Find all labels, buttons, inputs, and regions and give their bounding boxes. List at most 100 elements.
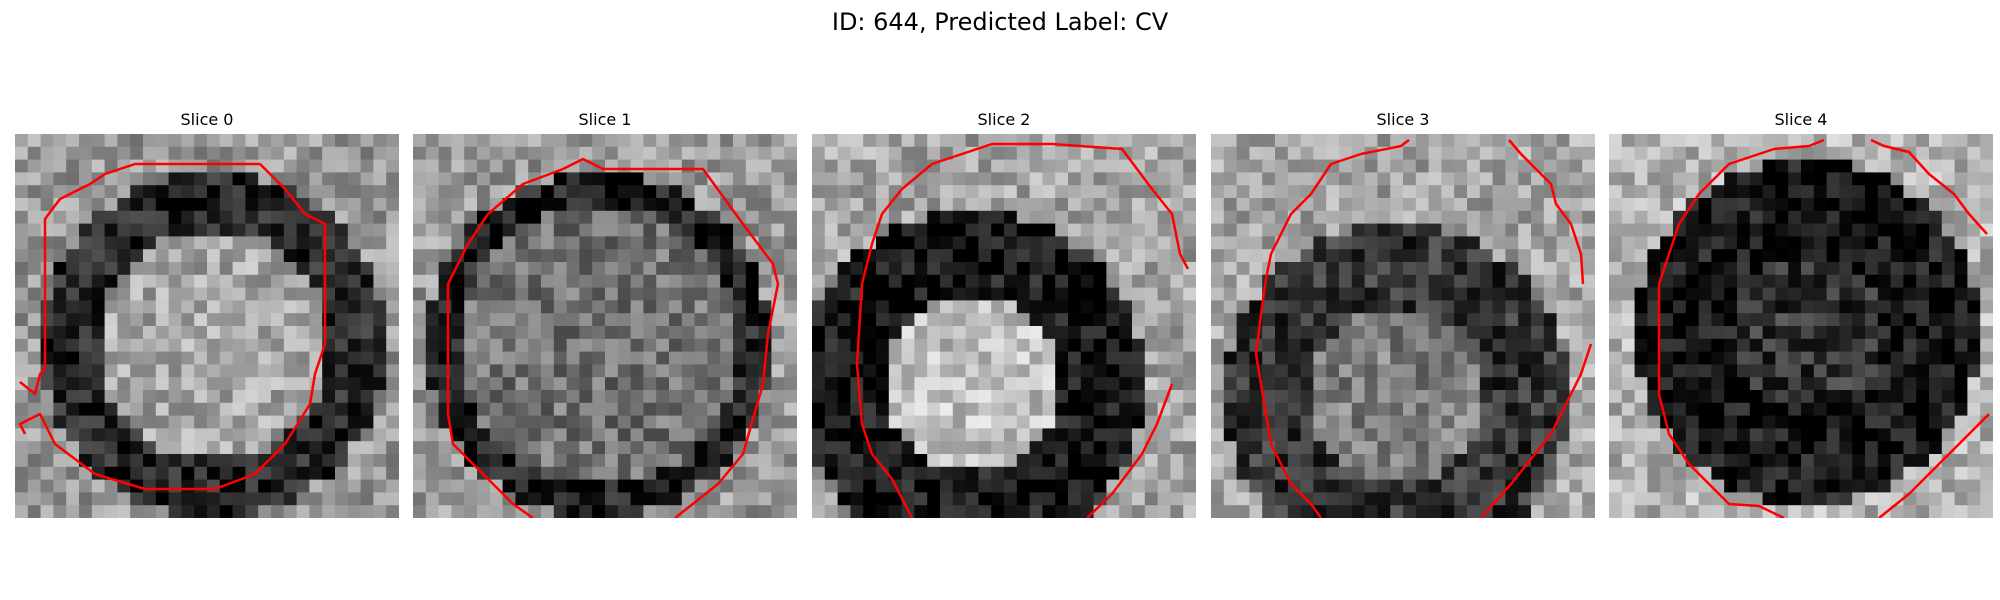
pixel [515, 466, 529, 481]
pixel [91, 198, 106, 212]
pixel [386, 185, 399, 199]
pixel [528, 454, 542, 468]
pixel [1004, 428, 1018, 442]
pixel [283, 249, 298, 263]
pixel [617, 223, 632, 237]
pixel [53, 428, 67, 442]
pixel [876, 326, 890, 340]
slice-title-1: Slice 1 [578, 110, 632, 129]
pixel [1621, 159, 1636, 173]
pixel [79, 402, 93, 417]
pixel [541, 326, 555, 340]
pixel [850, 236, 864, 250]
pixel [425, 134, 440, 148]
pixel [168, 313, 182, 327]
pixel [733, 390, 747, 404]
pixel [681, 364, 696, 378]
pixel [1326, 377, 1340, 391]
pixel [1698, 146, 1712, 161]
pixel [1326, 415, 1340, 429]
pixel [1762, 364, 1776, 378]
pixel [940, 402, 954, 417]
pixel [566, 326, 580, 340]
pixel [91, 505, 106, 518]
pixel [15, 262, 29, 276]
pixel [630, 402, 644, 417]
pixel [1170, 364, 1184, 378]
pixel [837, 262, 851, 276]
pixel [1543, 505, 1558, 518]
pixel [1351, 223, 1366, 237]
pixel [1016, 287, 1031, 301]
pixel [347, 505, 362, 518]
pixel [1236, 300, 1250, 314]
pixel [888, 492, 903, 506]
pixel [952, 313, 967, 327]
pixel [771, 313, 785, 327]
pixel [901, 441, 915, 455]
pixel [1788, 364, 1802, 378]
pixel [413, 466, 427, 481]
pixel [477, 198, 491, 212]
pixel [656, 479, 670, 493]
pixel [425, 351, 440, 365]
pixel [566, 441, 580, 455]
pixel [720, 274, 734, 289]
pixel [1877, 274, 1892, 289]
pixel [643, 287, 657, 301]
pixel [1724, 300, 1738, 314]
pixel [1852, 377, 1866, 391]
pixel [1967, 223, 1981, 237]
pixel [155, 198, 170, 212]
pixel [707, 415, 721, 429]
pixel [1877, 466, 1892, 481]
pixel [451, 364, 465, 378]
pixel [1518, 479, 1532, 493]
pixel [477, 479, 491, 493]
pixel [143, 146, 157, 161]
pixel [1300, 428, 1314, 442]
pixel [824, 415, 839, 429]
pixel [1711, 300, 1725, 314]
pixel [1660, 492, 1674, 506]
pixel [1775, 223, 1789, 237]
pixel [143, 185, 157, 199]
pixel [1428, 262, 1442, 276]
pixel [1762, 390, 1776, 404]
pixel [1941, 159, 1956, 173]
pixel [53, 479, 67, 493]
pixel [1004, 338, 1018, 353]
pixel [207, 479, 221, 493]
pixel [1505, 390, 1519, 404]
pixel [630, 505, 644, 518]
pixel [386, 338, 399, 353]
pixel [66, 134, 80, 148]
pixel [155, 223, 170, 237]
pixel [1518, 338, 1532, 353]
pixel [1685, 146, 1700, 161]
pixel [669, 364, 683, 378]
pixel [283, 326, 298, 340]
pixel [309, 185, 323, 199]
pixel [1749, 313, 1764, 327]
pixel [1980, 287, 1993, 301]
pixel [1941, 492, 1956, 506]
pixel [194, 402, 208, 417]
pixel [1170, 313, 1184, 327]
pixel [758, 300, 772, 314]
pixel [1877, 146, 1892, 161]
pixel [1016, 415, 1031, 429]
pixel [656, 466, 670, 481]
pixel [1351, 198, 1366, 212]
pixel [1826, 223, 1840, 237]
pixel [258, 454, 272, 468]
pixel [1634, 198, 1648, 212]
pixel [605, 415, 619, 429]
pixel [386, 172, 399, 186]
pixel [888, 428, 903, 442]
pixel [1415, 428, 1430, 442]
pixel [1492, 428, 1506, 442]
pixel [1903, 198, 1917, 212]
pixel [1249, 492, 1263, 506]
pixel [553, 274, 568, 289]
